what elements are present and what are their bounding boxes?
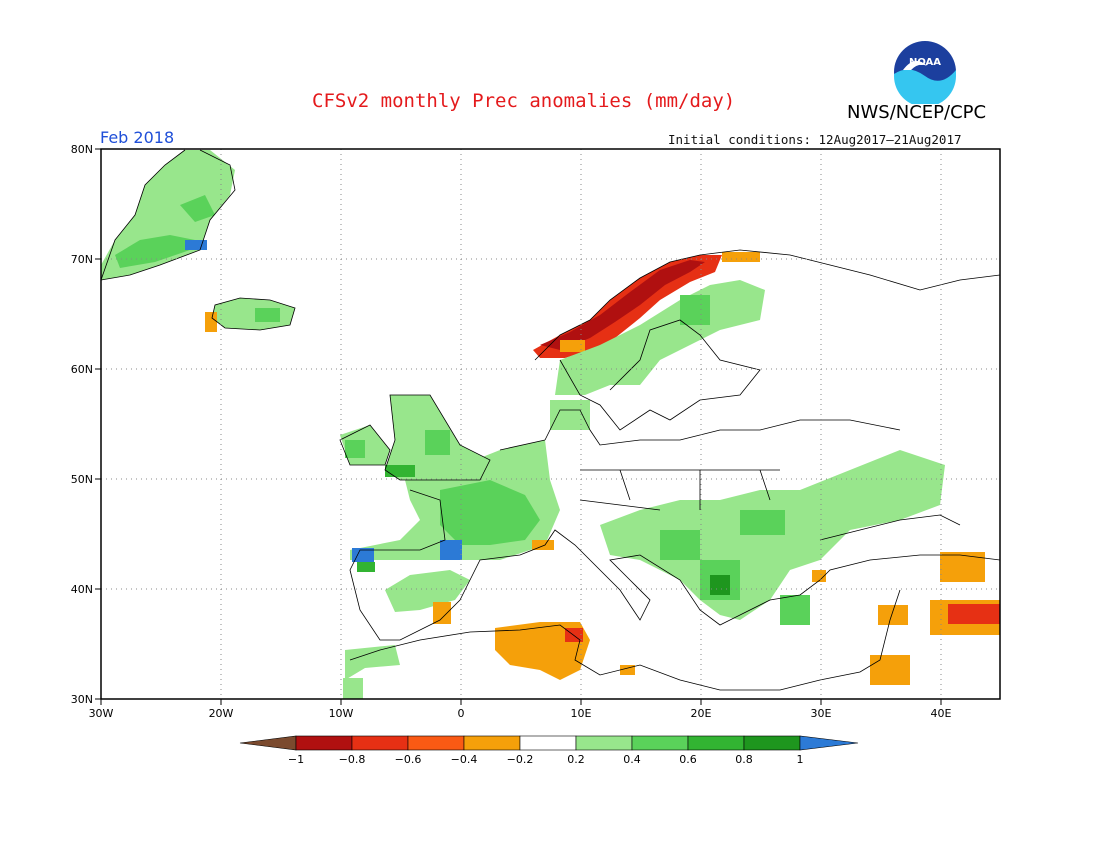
lon-label: 0 <box>458 707 465 720</box>
colorbar-swatch <box>519 735 577 751</box>
anomaly-shading <box>101 150 1000 699</box>
colorbar-swatch <box>295 735 353 751</box>
colorbar-tick: −0.4 <box>451 753 478 766</box>
lon-label: 20W <box>209 707 234 720</box>
chart-title: CFSv2 monthly Prec anomalies (mm/day) <box>312 90 736 112</box>
colorbar-tick: −0.8 <box>339 753 366 766</box>
noaa-logo: NOAA <box>893 40 957 107</box>
initial-conditions: Initial conditions: 12Aug2017–21Aug2017 <box>668 132 962 147</box>
map-frame <box>100 148 1001 700</box>
lat-label: 30N <box>71 693 93 706</box>
lat-label: 60N <box>71 363 93 376</box>
coastlines <box>101 149 1000 691</box>
lon-label: 30E <box>811 707 832 720</box>
graticule <box>101 149 1000 699</box>
forecast-period: Feb 2018 <box>100 128 175 147</box>
agency-label: NWS/NCEP/CPC <box>847 102 987 123</box>
colorbar-ticks: −1 −0.8 −0.6 −0.4 −0.2 0.2 0.4 0.6 0.8 1 <box>288 753 804 766</box>
colorbar-tick: −1 <box>288 753 304 766</box>
colorbar-swatch <box>575 735 633 751</box>
colorbar-swatch <box>743 735 801 751</box>
colorbar-swatch <box>351 735 409 751</box>
colorbar-tick: 0.2 <box>567 753 585 766</box>
colorbar-swatch <box>463 735 521 751</box>
colorbar-tick: 0.8 <box>735 753 753 766</box>
colorbar-tick: 0.4 <box>623 753 641 766</box>
colorbar-swatch <box>687 735 745 751</box>
colorbar-tick: 0.6 <box>679 753 697 766</box>
colorbar-tick: −0.6 <box>395 753 422 766</box>
lon-label: 40E <box>931 707 952 720</box>
colorbar-tick: −0.2 <box>507 753 534 766</box>
lon-labels: 30W 20W 10W 0 10E 20E 30E 40E <box>89 707 952 720</box>
lon-label: 10E <box>571 707 592 720</box>
colorbar-high-arrow <box>799 735 859 751</box>
lat-label: 80N <box>71 143 93 156</box>
lat-label: 70N <box>71 253 93 266</box>
lon-label: 30W <box>89 707 114 720</box>
logo-text: NOAA <box>909 57 941 68</box>
colorbar-low-arrow <box>239 735 297 751</box>
lon-label: 10W <box>329 707 354 720</box>
colorbar-swatch <box>631 735 689 751</box>
axis-ticks <box>95 148 942 705</box>
lat-label: 50N <box>71 473 93 486</box>
colorbar <box>239 735 859 751</box>
colorbar-swatch <box>407 735 465 751</box>
lat-labels: 80N 70N 60N 50N 40N 30N <box>71 143 93 706</box>
colorbar-tick: 1 <box>797 753 804 766</box>
lon-label: 20E <box>691 707 712 720</box>
lat-label: 40N <box>71 583 93 596</box>
